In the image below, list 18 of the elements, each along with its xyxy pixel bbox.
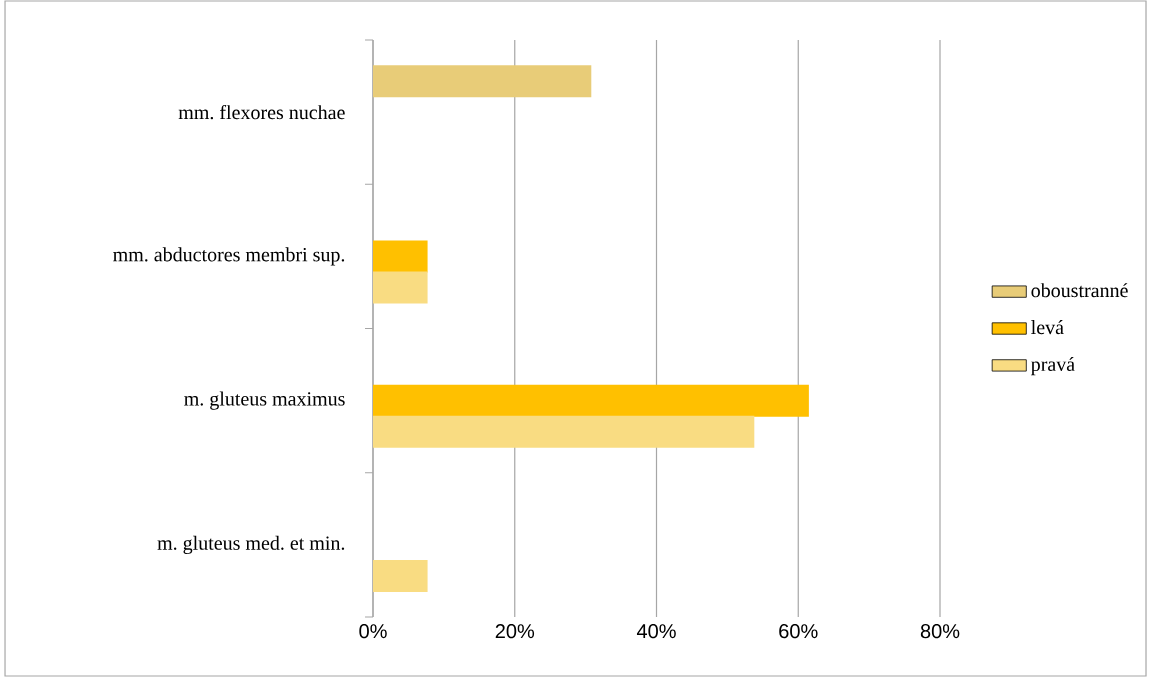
bar (373, 559, 428, 592)
bar (373, 65, 592, 98)
x-tick-label: 60% (779, 624, 818, 639)
x-tick-label: 40% (636, 624, 676, 639)
bar (373, 240, 428, 273)
bar (373, 271, 428, 304)
x-tick-label: 80% (920, 624, 960, 639)
y-tick-label: mm. abductores membri sup. (113, 247, 345, 266)
x-tick-label: 20% (495, 624, 535, 639)
x-tick-label: 0% (359, 624, 387, 639)
y-tick-label: m. gluteus maximus (184, 391, 345, 410)
legend-label: levá (1031, 320, 1064, 335)
y-tick-label: mm. flexores nuchae (178, 104, 345, 120)
y-tick-label: m. gluteus med. et min. (157, 535, 345, 554)
legend-label: oboustranné (1031, 283, 1128, 298)
legend-label: pravá (1031, 356, 1075, 376)
bar (373, 384, 809, 417)
bar (373, 415, 755, 448)
